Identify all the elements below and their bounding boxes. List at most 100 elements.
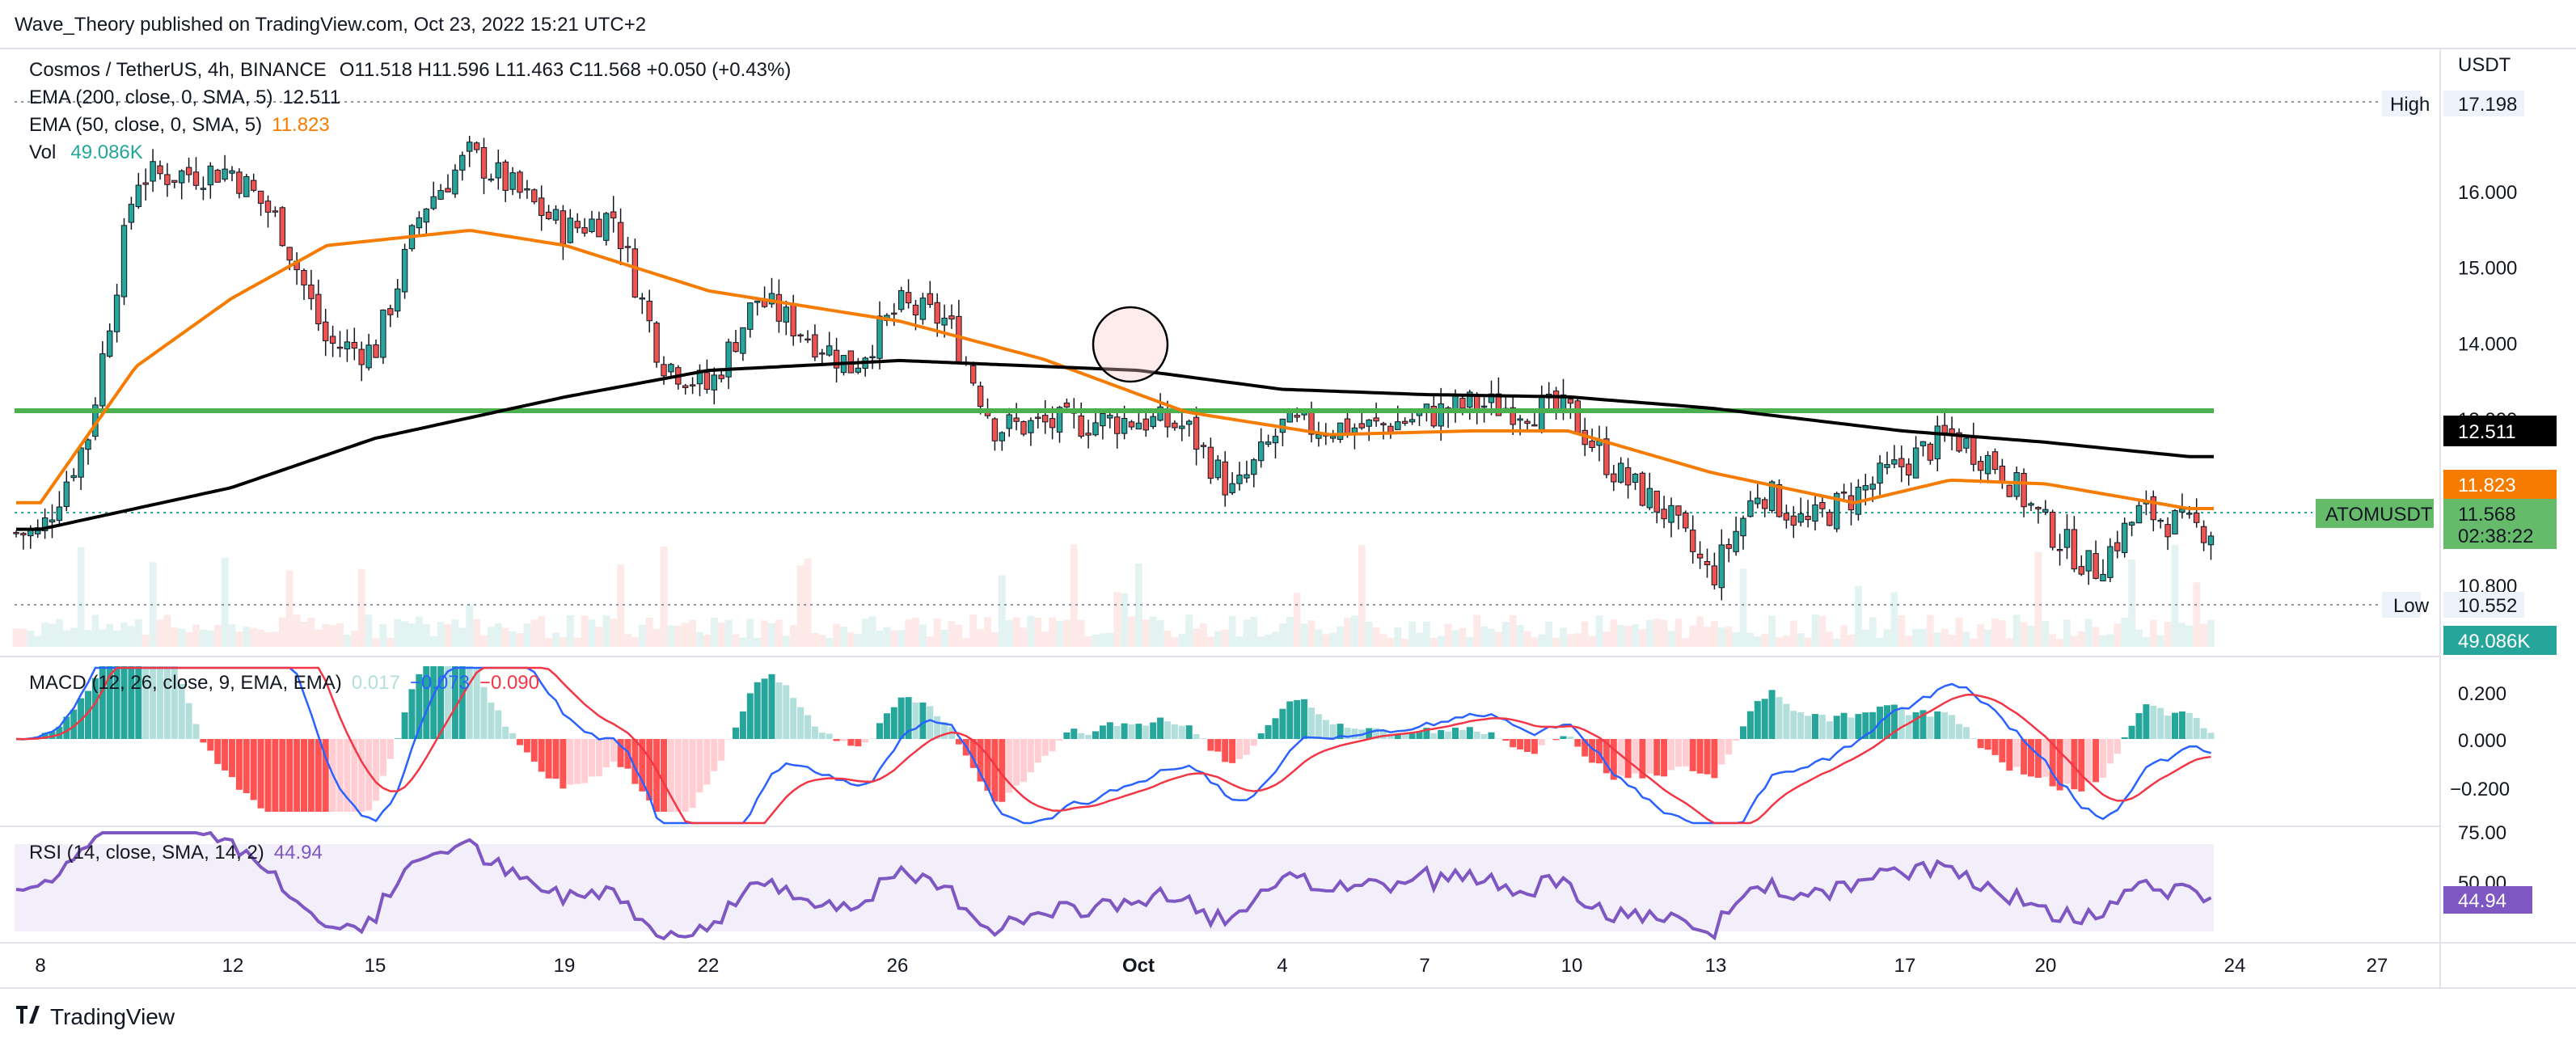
macd-histogram-bar bbox=[1818, 715, 1826, 739]
candle bbox=[1035, 411, 1041, 429]
low-label: Low bbox=[2393, 595, 2430, 617]
volume-bar bbox=[1480, 626, 1488, 647]
macd-histogram-bar bbox=[999, 739, 1006, 802]
volume-bar bbox=[754, 637, 762, 647]
candle bbox=[653, 321, 660, 368]
candle bbox=[2063, 513, 2071, 560]
macd-axis[interactable]: 0.200 0.000 −0.200 bbox=[2450, 683, 2510, 800]
candle bbox=[272, 206, 279, 217]
volume-bar bbox=[883, 627, 891, 647]
candle bbox=[531, 188, 538, 205]
candle bbox=[301, 268, 307, 300]
macd-histogram-bar bbox=[1812, 714, 1818, 739]
candle bbox=[1200, 441, 1207, 458]
candle bbox=[668, 362, 674, 378]
macd-histogram-bar bbox=[336, 739, 344, 812]
volume-bar bbox=[847, 632, 855, 647]
tradingview-logo[interactable]: TradingView bbox=[16, 1004, 175, 1029]
candle bbox=[1805, 500, 1811, 528]
volume-bar bbox=[1429, 637, 1438, 647]
volume-bar bbox=[293, 614, 301, 647]
macd-histogram-bar bbox=[1344, 728, 1351, 739]
volume-bar bbox=[667, 625, 675, 647]
countdown-tag-text: 02:38:22 bbox=[2458, 526, 2533, 547]
macd-histogram-bar bbox=[1049, 739, 1056, 752]
volume-bar bbox=[1473, 614, 1481, 647]
candle bbox=[150, 149, 156, 192]
candle bbox=[589, 210, 595, 234]
volume-bar bbox=[1156, 620, 1164, 647]
volume-bar bbox=[12, 628, 20, 647]
macd-histogram-bar bbox=[977, 739, 984, 782]
macd-histogram-bar bbox=[1768, 690, 1776, 739]
crossover-circle-annotation[interactable] bbox=[1092, 306, 1169, 383]
volume-bar bbox=[840, 627, 847, 647]
macd-histogram-bar bbox=[128, 666, 135, 739]
macd-histogram-bar bbox=[1999, 739, 2006, 762]
volume-bar bbox=[429, 636, 437, 647]
volume-bar bbox=[2171, 544, 2179, 647]
volume-bar bbox=[1595, 615, 1603, 647]
macd-histogram-bar bbox=[1826, 721, 1833, 739]
time-axis[interactable]: 8 12 15 19 22 26 Oct 4 7 10 13 17 20 24 27 bbox=[35, 955, 2388, 977]
macd-histogram-bar bbox=[955, 739, 962, 745]
macd-histogram-bar bbox=[1517, 739, 1524, 750]
volume-bar bbox=[1272, 631, 1279, 647]
volume-bar bbox=[1437, 636, 1445, 647]
macd-histogram-bar bbox=[991, 739, 999, 802]
signal-line bbox=[15, 666, 2211, 825]
candle bbox=[840, 355, 847, 376]
candle bbox=[315, 279, 322, 331]
volume-bar bbox=[2034, 551, 2042, 647]
rsi-value-tag bbox=[2443, 886, 2532, 914]
candle bbox=[2085, 550, 2092, 585]
low-value-tag bbox=[2443, 592, 2524, 618]
price-axis[interactable]: USDT 16.00015.00014.00013.00012.00010.80… bbox=[2316, 54, 2557, 655]
rsi-axis[interactable]: 75.00 50.00 44.94 bbox=[2443, 822, 2532, 914]
candle bbox=[2172, 509, 2178, 534]
candle bbox=[459, 151, 466, 181]
candle bbox=[373, 340, 379, 358]
volume-bar bbox=[2114, 623, 2122, 647]
currency-label: USDT bbox=[2458, 54, 2511, 76]
volume-bar bbox=[34, 636, 42, 647]
macd-histogram-bar bbox=[1977, 739, 1984, 749]
macd-histogram-bar bbox=[1387, 734, 1394, 739]
ema50-price-tag bbox=[2443, 470, 2557, 499]
candle bbox=[430, 181, 437, 211]
candle bbox=[905, 279, 912, 309]
macd-histogram-bar bbox=[1222, 739, 1229, 762]
time-label-4: 4 bbox=[1277, 955, 1287, 977]
volume-bar bbox=[977, 628, 984, 647]
macd-histogram-bar bbox=[200, 739, 207, 743]
volume-bar bbox=[552, 632, 560, 647]
macd-histogram-bar bbox=[408, 689, 416, 739]
macd-histogram-bar bbox=[293, 739, 301, 812]
macd-histogram-bar bbox=[1279, 708, 1286, 739]
candle bbox=[128, 196, 135, 230]
candle bbox=[1919, 441, 1927, 457]
volume-bar bbox=[2164, 621, 2172, 647]
candle bbox=[1877, 454, 1883, 496]
macd-histogram-bar bbox=[1711, 739, 1718, 779]
volume-bar bbox=[2149, 619, 2157, 647]
volume-bar bbox=[1106, 632, 1114, 647]
candle bbox=[1984, 451, 1991, 483]
macd-histogram-bar bbox=[1617, 739, 1624, 776]
volume-bar bbox=[1387, 637, 1395, 647]
candle bbox=[740, 327, 746, 361]
macd-histogram-bar bbox=[279, 739, 286, 812]
volume-bar bbox=[739, 637, 747, 647]
volume-bar bbox=[689, 619, 696, 647]
candle bbox=[1574, 399, 1581, 433]
volume-bar bbox=[1488, 628, 1495, 647]
volume-bar bbox=[257, 629, 264, 647]
volume-bar bbox=[1962, 631, 1970, 647]
macd-histogram-bar bbox=[502, 726, 509, 739]
volume-bar bbox=[458, 627, 467, 647]
macd-hist-value: 0.017 bbox=[352, 672, 400, 694]
volume-bar bbox=[1307, 620, 1315, 647]
volume-bar bbox=[278, 617, 286, 647]
candle bbox=[1366, 419, 1372, 441]
